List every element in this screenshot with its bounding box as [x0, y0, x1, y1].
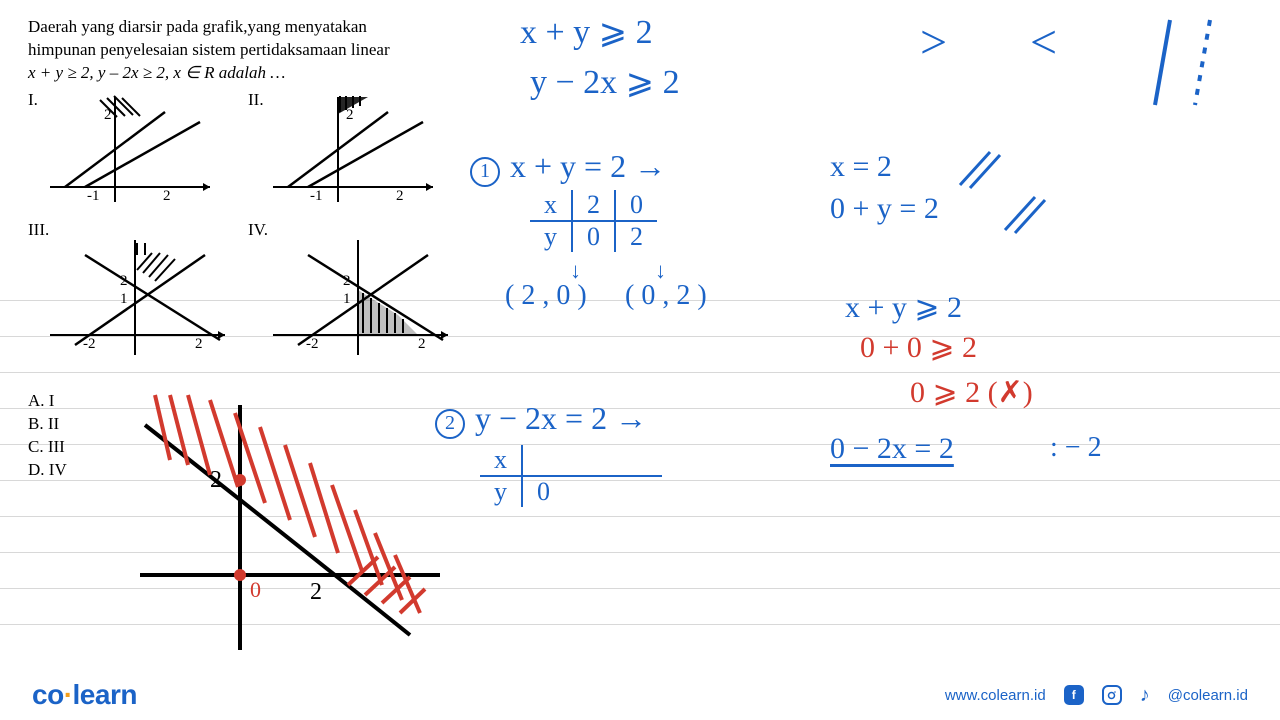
hw-table2: x y0: [480, 445, 662, 507]
hw-pt2: ( 0 , 2 ): [625, 280, 707, 312]
hw-slash1: [955, 150, 1005, 190]
option-a: A. I: [28, 390, 77, 413]
circled-1: 1: [470, 157, 500, 187]
problem-text: Daerah yang diarsir pada grafik,yang men…: [28, 16, 448, 85]
footer: co·learn www.colearn.id f ♪ @colearn.id: [0, 670, 1280, 720]
facebook-icon: f: [1064, 685, 1084, 705]
svg-text:2: 2: [163, 188, 171, 204]
svg-text:1: 1: [120, 291, 128, 307]
hw-deriv2: : − 2: [1050, 432, 1102, 464]
option-d: D. IV: [28, 459, 77, 482]
svg-text:2: 2: [120, 273, 128, 289]
problem-line: x + y ≥ 2, y – 2x ≥ 2, x ∈ R adalah …: [28, 62, 448, 85]
svg-text:2: 2: [310, 579, 322, 605]
hw-step2: 2 y − 2x = 2 →: [435, 400, 647, 439]
label-roman-4: IV.: [248, 220, 268, 240]
graph-1: 2 -1 2: [45, 92, 215, 212]
graph-2: 2 -1 2: [268, 92, 438, 212]
hw-sub2: 0 + y = 2: [830, 192, 939, 226]
hw-slash2: [1000, 195, 1050, 235]
brand-logo: co·learn: [32, 679, 137, 711]
problem-line: himpunan penyelesaian sistem pertidaksam…: [28, 39, 448, 62]
answer-options: A. I B. II C. III D. IV: [28, 390, 77, 482]
svg-text:2: 2: [210, 467, 222, 493]
hw-gt: >: [920, 15, 947, 70]
graph-3: 2 1 -2 2: [45, 235, 235, 365]
option-b: B. II: [28, 413, 77, 436]
svg-text:-2: -2: [306, 336, 319, 352]
svg-text:-1: -1: [87, 188, 100, 204]
instagram-icon: [1102, 685, 1122, 705]
problem-line: Daerah yang diarsir pada grafik,yang men…: [28, 16, 448, 39]
hw-lt: <: [1030, 15, 1057, 70]
svg-text:2: 2: [396, 188, 404, 204]
svg-text:2: 2: [104, 107, 112, 123]
svg-text:0: 0: [250, 577, 261, 602]
hw-check2: 0 + 0 ⩾ 2: [860, 330, 977, 365]
hw-deriv1: 0 − 2x = 2: [830, 432, 954, 466]
svg-text:2: 2: [195, 336, 203, 352]
hw-step1: 1 x + y = 2 →: [470, 148, 666, 187]
hw-sub1: x = 2: [830, 150, 892, 184]
hw-line-types: [1150, 15, 1230, 115]
hw-pt1: ( 2 , 0 ): [505, 280, 587, 312]
hw-step2-eq: y − 2x = 2 →: [475, 400, 647, 436]
svg-text:2: 2: [346, 107, 354, 123]
label-roman-1: I.: [28, 90, 38, 110]
svg-text:1: 1: [343, 291, 351, 307]
tiktok-icon: ♪: [1140, 684, 1150, 707]
footer-url: www.colearn.id: [945, 687, 1046, 704]
svg-text:-1: -1: [310, 188, 323, 204]
svg-text:-2: -2: [83, 336, 96, 352]
svg-text:2: 2: [418, 336, 426, 352]
label-roman-2: II.: [248, 90, 264, 110]
hw-table1: x20 y02: [530, 190, 657, 252]
hw-ineq2: y − 2x ⩾ 2: [530, 62, 680, 102]
svg-text:2: 2: [343, 273, 351, 289]
option-c: C. III: [28, 436, 77, 459]
hw-check1: x + y ⩾ 2: [845, 290, 962, 325]
solution-sketch: 2 0 2: [110, 385, 450, 665]
hw-ineq1: x + y ⩾ 2: [520, 12, 653, 52]
footer-handle: @colearn.id: [1168, 687, 1248, 704]
graph-4: 2 1 -2 2: [268, 235, 458, 365]
hw-step1-eq: x + y = 2 →: [510, 148, 666, 184]
hw-check3: 0 ⩾ 2 (✗): [910, 375, 1033, 410]
